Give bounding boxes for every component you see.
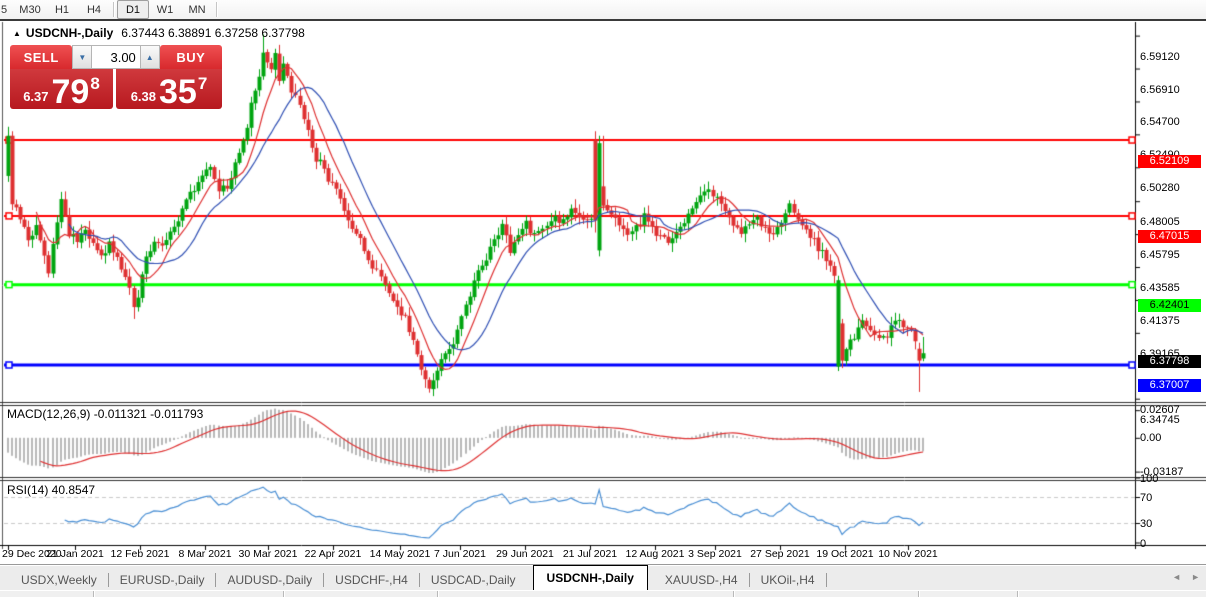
rsi-tick-label: 0 — [1140, 537, 1147, 550]
timeframe-button-h1[interactable]: H1 — [54, 3, 70, 16]
chart-tab-usdx-weekly[interactable]: USDX,Weekly — [21, 573, 97, 587]
price-chart-canvas[interactable] — [0, 21, 1206, 565]
chart-symbol-label: USDCNH-,Daily — [25, 26, 114, 40]
date-tick-label: 27 Sep 2021 — [750, 548, 810, 560]
chart-tab-xauusd-h4[interactable]: XAUUSD-,H4 — [664, 573, 738, 587]
date-tick-label: 22 Apr 2021 — [304, 548, 362, 560]
sell-price-big: 79 — [51, 73, 90, 111]
status-divider — [283, 591, 284, 597]
chart-tab-usdcnh-daily[interactable]: USDCNH-,Daily — [532, 565, 648, 590]
tab-divider — [323, 573, 325, 587]
status-divider — [437, 591, 438, 597]
chart-tab-audusd-daily[interactable]: AUDUSD-,Daily — [227, 573, 313, 587]
rsi-tick-label: 30 — [1140, 518, 1153, 530]
status-divider — [93, 591, 94, 597]
rsi-indicator-label: RSI(14) 40.8547 — [7, 483, 96, 497]
price-tick-label: 6.34745 — [1140, 413, 1180, 426]
one-click-trade-panel: SELL ▼ 3.00 ▲ BUY 6.37 79 8 6.38 35 7 — [10, 45, 223, 109]
volume-decrease-button[interactable]: ▼ — [72, 45, 93, 69]
date-tick-label: 8 Mar 2021 — [178, 548, 232, 560]
chart-tab-bar: USDX,Weekly EURUSD-,Daily AUDUSD-,Daily USD… — [0, 564, 1206, 590]
timeframe-button-h4[interactable]: H4 — [86, 3, 102, 16]
price-tick-label: 6.45795 — [1140, 249, 1180, 262]
chart-tab-eurusd-daily[interactable]: EURUSD-,Daily — [119, 573, 205, 587]
sell-price-small: 6.37 — [23, 89, 49, 104]
hline-price-badge[interactable]: 6.37007 — [1138, 379, 1201, 393]
date-tick-label: 12 Aug 2021 — [625, 548, 685, 560]
date-tick-label: 10 Nov 2021 — [878, 548, 938, 560]
rsi-tick-label: 70 — [1140, 492, 1153, 504]
macd-tick-label: 0.02607 — [1140, 404, 1180, 417]
timeframe-button-mn[interactable]: MN — [188, 3, 206, 16]
price-tick-label: 6.50280 — [1140, 182, 1180, 195]
status-strip — [0, 590, 1206, 597]
sell-price-quote[interactable]: 6.37 79 8 — [10, 69, 113, 109]
chart-tab-ukoil-h4[interactable]: UKOil-,H4 — [760, 573, 815, 587]
chart-window: ▲ USDCNH-,Daily 6.37443 6.38891 6.37258 6.… — [0, 21, 1206, 565]
sell-price-sup: 8 — [90, 74, 100, 93]
collapse-icon[interactable]: ▲ — [13, 29, 21, 38]
volume-input[interactable]: 3.00 — [92, 45, 140, 69]
volume-increase-button[interactable]: ▲ — [139, 45, 160, 69]
chart-tab-usdchf-h4[interactable]: USDCHF-,H4 — [335, 573, 408, 587]
macd-tick-label: 0.00 — [1140, 431, 1162, 444]
price-tick-label: 6.56910 — [1140, 83, 1180, 96]
date-tick-label: 7 Jun 2021 — [434, 548, 486, 560]
timeframe-button-m30[interactable]: M30 — [19, 3, 41, 16]
tab-scroll-left-icon[interactable]: ◄ — [1172, 572, 1182, 582]
date-tick-label: 21 Jul 2021 — [562, 548, 618, 560]
timeframe-button-5[interactable]: 5 — [0, 3, 8, 16]
date-tick-label: 30 Mar 2021 — [238, 548, 298, 560]
rsi-tick-label: 100 — [1140, 472, 1159, 485]
status-divider — [1017, 591, 1018, 597]
toolbar-separator — [113, 2, 114, 17]
date-tick-label: 14 May 2021 — [369, 548, 431, 560]
buy-price-quote[interactable]: 6.38 35 7 — [116, 69, 222, 109]
sell-button[interactable]: SELL — [10, 45, 73, 69]
price-tick-label: 6.41375 — [1140, 314, 1180, 327]
macd-tick-label: -0.03187 — [1140, 465, 1184, 478]
price-tick-label: 6.54700 — [1140, 116, 1180, 129]
hline-price-badge[interactable]: 6.47015 — [1138, 230, 1201, 244]
date-tick-label: 29 Dec 2020 — [2, 548, 62, 560]
buy-button[interactable]: BUY — [159, 45, 223, 69]
price-tick-label: 6.48005 — [1140, 216, 1180, 229]
chart-ohlc-values: 6.37443 6.38891 6.37258 6.37798 — [121, 26, 305, 40]
hline-price-badge[interactable]: 6.52109 — [1138, 154, 1201, 168]
timeframe-button-d1[interactable]: D1 — [117, 0, 149, 19]
hline-price-badge[interactable]: 6.42401 — [1138, 299, 1201, 313]
date-tick-label: 29 Jun 2021 — [496, 548, 554, 560]
price-tick-label: 6.43585 — [1140, 282, 1180, 295]
chart-title: ▲ USDCNH-,Daily 6.37443 6.38891 6.37258 6.… — [13, 26, 305, 40]
status-divider — [733, 591, 734, 597]
date-tick-label: 21 Jan 2021 — [46, 548, 104, 560]
chevron-down-icon: ▼ — [78, 52, 87, 62]
tab-divider — [215, 573, 217, 587]
tab-divider — [418, 573, 420, 587]
status-divider — [918, 591, 919, 597]
chevron-up-icon: ▲ — [145, 52, 154, 62]
timeframe-toolbar: 5 M30 H1 H4 D1 W1 MN — [0, 0, 1206, 21]
timeframe-button-w1[interactable]: W1 — [156, 3, 174, 16]
date-tick-label: 19 Oct 2021 — [816, 548, 874, 560]
toolbar-separator — [216, 2, 217, 17]
current-price-badge: 6.37798 — [1138, 354, 1201, 368]
buy-price-sup: 7 — [197, 74, 208, 93]
buy-price-big: 35 — [159, 73, 197, 111]
tab-divider — [107, 573, 109, 587]
price-tick-label: 6.59120 — [1140, 50, 1180, 63]
chart-tab-usdcad-daily[interactable]: USDCAD-,Daily — [430, 573, 516, 587]
date-tick-label: 12 Feb 2021 — [110, 548, 170, 560]
macd-indicator-label: MACD(12,26,9) -0.011321 -0.011793 — [7, 407, 204, 421]
buy-price-small: 6.38 — [130, 89, 156, 104]
date-tick-label: 3 Sep 2021 — [688, 548, 742, 560]
tab-scroll-right-icon[interactable]: ► — [1191, 572, 1200, 582]
tab-divider — [825, 573, 827, 587]
tab-divider — [748, 573, 750, 587]
